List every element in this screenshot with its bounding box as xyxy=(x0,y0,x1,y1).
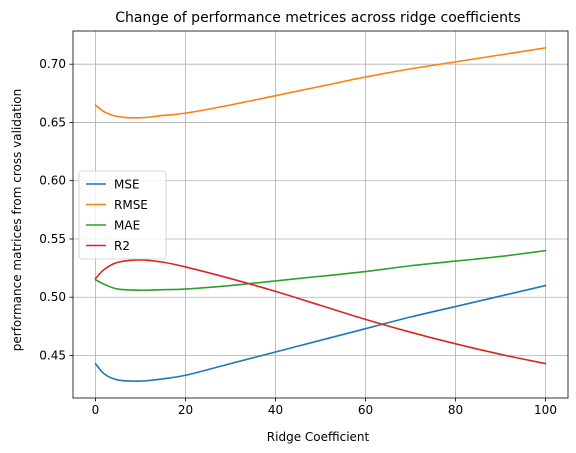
chart-title: Change of performance metrices across ri… xyxy=(115,10,521,26)
x-axis-label: Ridge Coefficient xyxy=(267,430,370,444)
x-tick-label: 20 xyxy=(178,403,193,417)
legend-label-mae: MAE xyxy=(114,219,140,233)
y-tick-label: 0.55 xyxy=(39,232,66,246)
axis-ticks: 0 20 40 60 80 100 0.45 0.50 0.55 0.60 0.65 0.70 xyxy=(39,57,557,417)
x-tick-label: 40 xyxy=(268,403,283,417)
y-axis-label: performance matrices from cross validati… xyxy=(10,89,24,351)
y-tick-label: 0.65 xyxy=(39,115,66,129)
legend-box xyxy=(78,170,167,260)
legend-label-r2: R2 xyxy=(114,239,130,253)
y-tick-label: 0.70 xyxy=(39,57,66,71)
grid-lines xyxy=(73,31,568,398)
x-tick-label: 0 xyxy=(92,403,100,417)
series-line-r2 xyxy=(94,259,547,365)
series-line-mse xyxy=(94,284,547,382)
legend-label-rmse: RMSE xyxy=(114,198,148,212)
plot-frame xyxy=(72,30,569,399)
x-tick-label: 60 xyxy=(358,403,373,417)
x-tick-label: 80 xyxy=(448,403,463,417)
y-tick-label: 0.45 xyxy=(39,348,66,362)
series-line-mae xyxy=(94,249,547,292)
series-line-rmse xyxy=(94,47,547,119)
series-lines xyxy=(94,47,547,382)
legend-label-mse: MSE xyxy=(114,178,140,192)
legend: MSE RMSE MAE R2 xyxy=(78,170,167,260)
x-tick-label: 100 xyxy=(534,403,557,417)
y-tick-label: 0.60 xyxy=(39,174,66,188)
y-tick-label: 0.50 xyxy=(39,290,66,304)
